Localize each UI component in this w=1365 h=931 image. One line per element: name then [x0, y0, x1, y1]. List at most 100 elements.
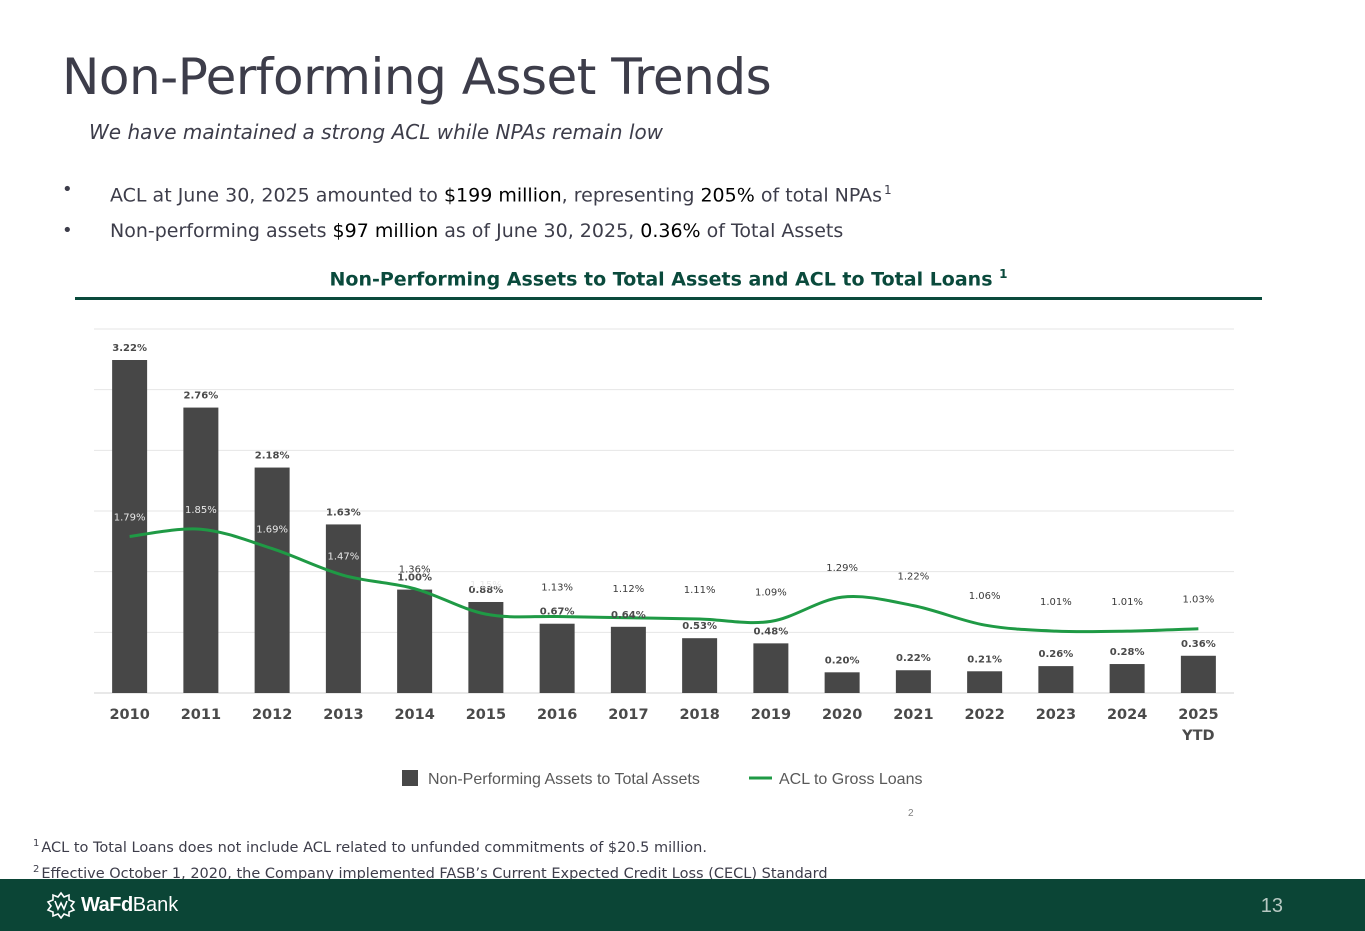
- x-tick-label: 2016: [537, 707, 577, 723]
- bar-2025-YTD: [1180, 655, 1216, 693]
- x-tick-label: YTD: [1181, 728, 1214, 744]
- line-label: 1.09%: [755, 587, 787, 598]
- bar-label: 3.22%: [112, 343, 147, 354]
- bullet-npa: Non-performing assets $97 million as of …: [62, 213, 892, 249]
- chart-heading-rule: [75, 297, 1262, 300]
- x-tick-label: 2024: [1107, 707, 1147, 723]
- bullet-0-part-1: $199 million: [443, 184, 562, 207]
- x-tick-label: 2014: [394, 707, 434, 723]
- x-tick-label: 2015: [466, 707, 506, 723]
- line-label: 1.13%: [541, 583, 573, 594]
- bar-label: 0.64%: [611, 610, 646, 621]
- line-label: 1.22%: [897, 572, 929, 583]
- bar-label: 0.21%: [967, 654, 1002, 665]
- bar-2021: [895, 670, 931, 693]
- bar-label: 0.22%: [896, 653, 931, 664]
- line-label: 1.01%: [1040, 597, 1072, 608]
- npa-acl-chart: 3.22% 2.76% 2.18% 1.63% 1.00% 0.88% 0.67% 0.64%…: [94, 328, 1234, 788]
- bar-label: 0.88%: [469, 585, 504, 596]
- bar-2013: [325, 524, 361, 693]
- bar-2016: [539, 623, 575, 693]
- bullet-1-part-1: $97 million: [332, 220, 439, 243]
- legend-label-npa: Non-Performing Assets to Total Assets: [428, 771, 700, 788]
- bullet-npa-text: Non-performing assets $97 million as of …: [110, 220, 843, 242]
- line-label: 1.36%: [399, 565, 431, 576]
- line-label: 1.03%: [1182, 595, 1214, 606]
- bar-2024: [1109, 664, 1145, 693]
- bar-label: 0.20%: [825, 655, 860, 666]
- line-label: 1.47%: [327, 551, 359, 562]
- x-tick-label: 2020: [822, 707, 862, 723]
- bar-2023: [1038, 666, 1074, 693]
- bar-label: 0.36%: [1181, 639, 1216, 650]
- line-label: 1.06%: [969, 591, 1001, 602]
- bullet-0-part-0: ACL at June 30, 2025 amounted to: [110, 184, 444, 207]
- bar-label: 0.67%: [540, 607, 575, 618]
- footnote-2: 2 Effective October 1, 2020, the Company …: [33, 859, 828, 885]
- chart-heading: Non-Performing Assets to Total Assets an…: [75, 267, 1262, 290]
- bullet-1-part-4: of Total Assets: [700, 220, 844, 243]
- x-tick-label: 2019: [751, 707, 791, 723]
- page-number: 13: [1260, 895, 1283, 917]
- bullet-acl-text: ACL at June 30, 2025 amounted to $199 mi…: [110, 184, 882, 206]
- bar-2019: [753, 643, 789, 693]
- bar-label: 0.28%: [1110, 647, 1145, 658]
- x-tick-label: 2011: [181, 707, 221, 723]
- bullet-0-part-3: 205%: [700, 184, 755, 207]
- x-tick-label: 2012: [252, 707, 292, 723]
- bar-label: 0.48%: [754, 626, 789, 637]
- line-label: 1.01%: [1111, 597, 1143, 608]
- line-label: 1.79%: [114, 512, 146, 523]
- bar-label: 0.26%: [1039, 649, 1074, 660]
- x-tick-label: 2013: [323, 707, 363, 723]
- wafd-logo-text-bold: WaFd: [81, 893, 133, 916]
- x-tick-label: 2018: [679, 707, 719, 723]
- legend-swatch-npa: [402, 770, 418, 786]
- x-tick-label: 2010: [109, 707, 149, 723]
- bar-2012: [254, 467, 290, 693]
- page-subtitle: We have maintained a strong ACL while NP…: [89, 120, 664, 144]
- line-label: 1.15%: [470, 580, 502, 591]
- bar-label: 1.00%: [397, 573, 432, 584]
- x-tick-label: 2017: [608, 707, 648, 723]
- bullet-0-part-2: , representing: [561, 184, 701, 207]
- line-label: 1.85%: [185, 505, 217, 516]
- chart-heading-footnote-mark: 1: [999, 267, 1008, 281]
- footnote-1: 1 ACL to Total Loans does not include ACL…: [33, 833, 828, 859]
- line-label: 1.11%: [684, 585, 716, 596]
- footer-bar: WaFdBank 13: [0, 879, 1365, 931]
- x-tick-label: 2025: [1178, 707, 1218, 723]
- bar-2018: [682, 638, 718, 693]
- acl-line: [129, 527, 1199, 634]
- bullet-0-part-4: of total NPAs: [754, 184, 883, 207]
- x-tick-label: 2021: [893, 707, 933, 723]
- bullet-acl: ACL at June 30, 2025 amounted to $199 mi…: [62, 172, 892, 213]
- bar-2010: [112, 360, 148, 693]
- x-tick-label: 2023: [1036, 707, 1076, 723]
- wafd-logo-text: WaFdBank: [81, 894, 178, 917]
- bar-2020: [824, 672, 860, 693]
- bullet-1-part-3: 0.36%: [640, 220, 701, 243]
- wafd-sun-logo-icon: [46, 891, 76, 919]
- bar-label: 0.53%: [682, 621, 717, 632]
- footnote-2-text: Effective October 1, 2020, the Company i…: [41, 865, 828, 882]
- bullet-1-part-0: Non-performing assets: [110, 220, 333, 243]
- bar-2017: [610, 626, 646, 693]
- legend-label-acl: ACL to Gross Loans: [779, 771, 922, 788]
- bullet-1-part-2: as of June 30, 2025,: [438, 220, 641, 243]
- bar-label: 1.63%: [326, 507, 361, 518]
- bar-label: 2.76%: [184, 391, 219, 402]
- footnote-1-mark: 1: [33, 838, 40, 849]
- footnote-1-text: ACL to Total Loans does not include ACL …: [41, 839, 707, 856]
- bar-label: 2.18%: [255, 451, 290, 462]
- bar-2014: [397, 589, 433, 693]
- footnote-2-mark: 2: [33, 863, 40, 875]
- line-label: 1.12%: [612, 584, 644, 595]
- bar-2022: [967, 671, 1003, 693]
- wafd-logo-text-regular: Bank: [132, 893, 179, 916]
- bar-2011: [183, 407, 219, 693]
- chart-heading-text: Non-Performing Assets to Total Assets an…: [329, 268, 993, 291]
- line-label: 1.69%: [256, 525, 288, 536]
- bullet-acl-footnote-mark: 1: [884, 183, 892, 197]
- chart-note-mark: 2: [908, 808, 914, 819]
